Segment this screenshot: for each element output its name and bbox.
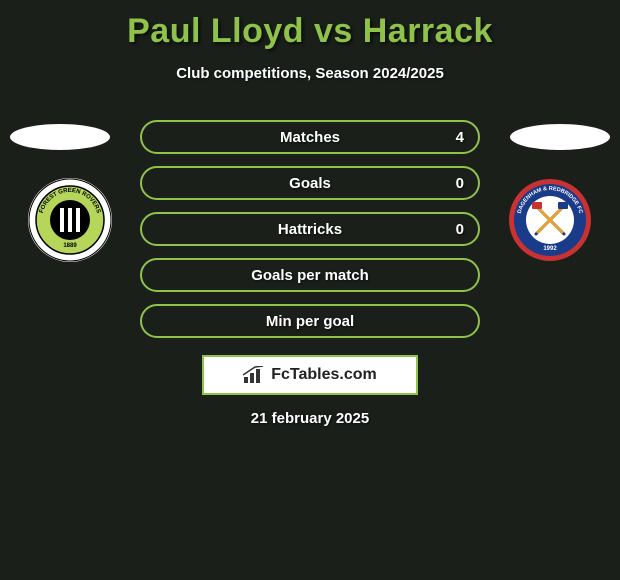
svg-text:1992: 1992 <box>543 246 557 252</box>
stat-label: Min per goal <box>266 313 354 330</box>
stat-value-right: 4 <box>456 129 464 146</box>
right-oval-decoration <box>510 124 610 150</box>
subtitle: Club competitions, Season 2024/2025 <box>0 65 620 82</box>
date-text: 21 february 2025 <box>0 410 620 427</box>
stat-row-goals-per-match: Goals per match <box>140 258 480 292</box>
dagenham-redbridge-icon: DAGENHAM & REDBRIDGE FC 1992 <box>508 178 592 262</box>
stat-row-min-per-goal: Min per goal <box>140 304 480 338</box>
stat-label: Hattricks <box>278 221 342 238</box>
brand-text: FcTables.com <box>271 366 377 384</box>
forest-green-rovers-icon: FOREST GREEN ROVERS 1889 <box>28 178 112 262</box>
stat-row-goals: Goals 0 <box>140 166 480 200</box>
left-oval-decoration <box>10 124 110 150</box>
svg-text:1889: 1889 <box>63 243 77 249</box>
brand-box: FcTables.com <box>202 355 418 395</box>
stat-value-right: 0 <box>456 175 464 192</box>
stat-label: Goals per match <box>251 267 369 284</box>
stats-container: Matches 4 Goals 0 Hattricks 0 Goals per … <box>140 120 480 350</box>
stat-label: Matches <box>280 129 340 146</box>
stat-label: Goals <box>289 175 331 192</box>
stat-row-hattricks: Hattricks 0 <box>140 212 480 246</box>
stat-value-right: 0 <box>456 221 464 238</box>
left-team-badge: FOREST GREEN ROVERS 1889 <box>28 178 112 262</box>
page-title: Paul Lloyd vs Harrack <box>0 0 620 51</box>
right-team-badge: DAGENHAM & REDBRIDGE FC 1992 <box>508 178 592 262</box>
bar-chart-icon <box>243 366 265 384</box>
stat-row-matches: Matches 4 <box>140 120 480 154</box>
